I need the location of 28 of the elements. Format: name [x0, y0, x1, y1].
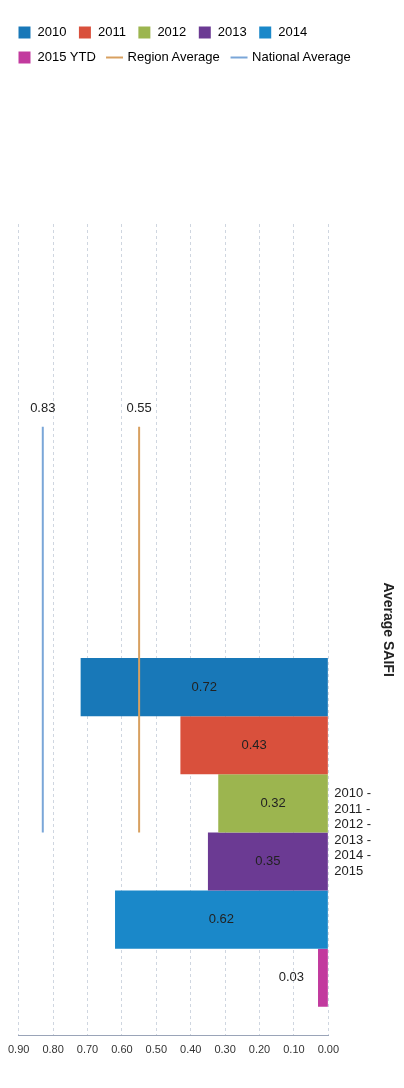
legend-label: 2014: [278, 24, 308, 40]
y-axis-title: Average SAIFI: [380, 582, 397, 677]
x-tick-label: 0.30: [214, 1042, 236, 1055]
legend-label: Region Average: [127, 49, 220, 65]
x-tick-label: 0.70: [76, 1042, 99, 1055]
data-label: 0.32: [260, 794, 286, 810]
legend-label: 2012: [157, 24, 187, 40]
y-tick-label: 2010 - 2011 - 2012 - 2013 - 2014 - 2015: [334, 784, 372, 878]
data-label: 0.43: [241, 736, 267, 752]
x-tick-label: 0.50: [145, 1042, 168, 1055]
x-tick-label: 0.20: [248, 1042, 271, 1055]
legend-label: 2015 YTD: [37, 49, 96, 65]
x-tick-label: 0.90: [7, 1042, 30, 1055]
x-tick-label: 0.60: [111, 1042, 133, 1055]
data-label: 0.62: [208, 911, 235, 927]
legend-label: National Average: [252, 49, 351, 65]
data-label: 0.72: [191, 678, 217, 694]
x-tick-label: 0.10: [283, 1042, 305, 1055]
data-label: 0.55: [126, 399, 152, 415]
legend-label: 2010: [37, 24, 67, 40]
data-label: 0.83: [30, 399, 56, 415]
x-tick-label: 0.00: [317, 1042, 340, 1055]
data-label: 0.35: [255, 853, 281, 869]
legend-label: 2013: [217, 24, 247, 40]
x-tick-label: 0.80: [42, 1042, 64, 1055]
data-label: 0.03: [278, 969, 305, 985]
x-tick-label: 0.40: [180, 1042, 202, 1055]
legend-label: 2011: [97, 24, 126, 40]
